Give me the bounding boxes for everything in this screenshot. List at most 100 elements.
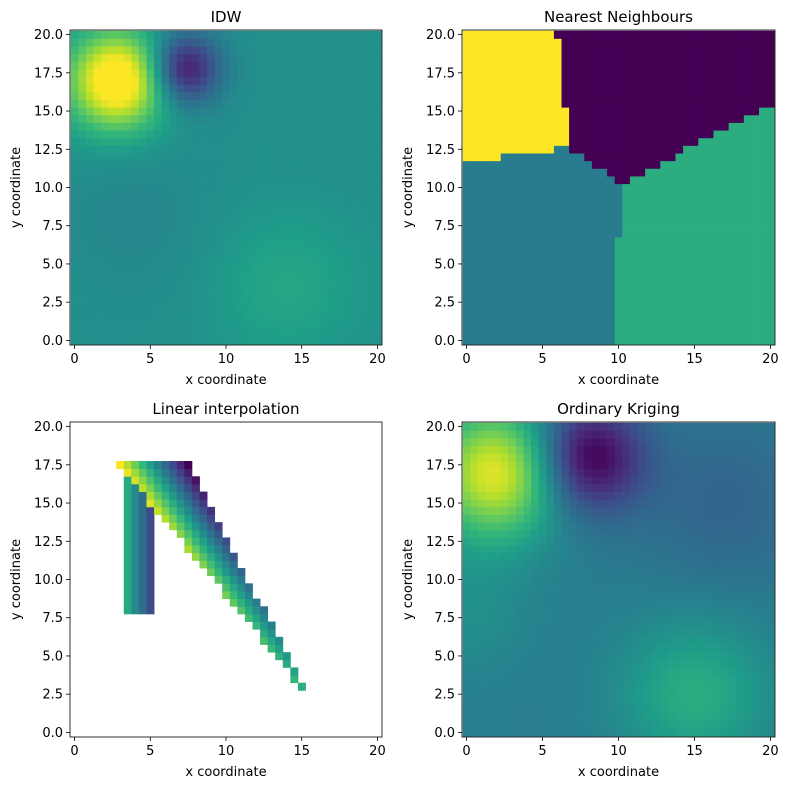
heatmap-cell (743, 46, 752, 55)
heatmap-cell (214, 313, 223, 322)
heatmap-cell (759, 260, 768, 269)
heatmap-cell (553, 191, 562, 200)
heatmap-cell (629, 606, 638, 615)
heatmap-cell (667, 705, 676, 714)
heatmap-cell (123, 107, 132, 116)
heatmap-cell (660, 568, 669, 577)
heatmap-cell (637, 598, 646, 607)
heatmap-cell (131, 145, 140, 154)
heatmap-cell (462, 644, 471, 653)
heatmap-cell (553, 468, 562, 477)
heatmap-cell (698, 682, 707, 691)
heatmap-cell (199, 191, 208, 200)
heatmap-cell (222, 221, 231, 230)
heatmap-cell (207, 252, 216, 261)
heatmap-cell (146, 206, 155, 215)
heatmap-cell (515, 99, 524, 108)
heatmap-cell (252, 30, 261, 39)
heatmap-cell (477, 145, 486, 154)
heatmap-cell (690, 84, 699, 93)
heatmap-cell (629, 560, 638, 569)
heatmap-cell (260, 176, 269, 185)
y-tick-label: 7.5 (42, 219, 63, 234)
heatmap-cell (191, 46, 200, 55)
heatmap-cell (184, 321, 193, 330)
heatmap-cell (260, 191, 269, 200)
heatmap-cell (652, 713, 661, 722)
heatmap-cell (108, 176, 117, 185)
heatmap-cell (477, 705, 486, 714)
heatmap-cell (622, 84, 631, 93)
heatmap-cell (229, 321, 238, 330)
heatmap-cell (660, 652, 669, 661)
heatmap-cell (576, 583, 585, 592)
heatmap-cell (214, 84, 223, 93)
heatmap-cell (176, 298, 185, 307)
heatmap-cell (93, 68, 102, 78)
heatmap-cell (523, 606, 532, 615)
heatmap-cell (214, 38, 223, 47)
heatmap-cell (297, 99, 306, 108)
heatmap-cell (237, 214, 246, 223)
heatmap-cell (698, 438, 707, 447)
heatmap-cell (85, 107, 94, 116)
heatmap-cell (728, 114, 737, 123)
heatmap-cell (622, 290, 631, 299)
heatmap-cell (244, 99, 253, 108)
heatmap-cell (736, 306, 745, 315)
heatmap-cell (297, 267, 306, 276)
heatmap-cell (335, 153, 344, 162)
heatmap-cell (660, 545, 669, 554)
heatmap-cell (576, 46, 585, 55)
heatmap-cell (485, 438, 494, 447)
heatmap-cell (252, 221, 261, 230)
heatmap-cell (222, 68, 231, 78)
heatmap-cell (131, 328, 140, 337)
heatmap-cell (645, 629, 654, 638)
heatmap-cell (599, 690, 608, 699)
heatmap-cell (176, 267, 185, 276)
heatmap-cell (176, 221, 185, 230)
heatmap-cell (101, 328, 110, 337)
heatmap-cell (515, 613, 524, 622)
heatmap-cell (584, 122, 593, 131)
heatmap-cell (470, 552, 479, 561)
heatmap-cell (660, 682, 669, 691)
heatmap-cell (500, 529, 509, 538)
heatmap-cell (252, 621, 261, 630)
heatmap-cell (660, 422, 669, 431)
heatmap-cell (123, 283, 132, 292)
heatmap-cell (275, 644, 284, 653)
heatmap-cell (462, 298, 471, 307)
heatmap-cell (515, 491, 524, 500)
heatmap-cell (161, 468, 170, 477)
heatmap-cell (108, 114, 117, 123)
heatmap-cell (561, 99, 570, 108)
heatmap-cell (305, 214, 314, 223)
heatmap-cell (622, 68, 631, 78)
heatmap-cell (313, 206, 322, 215)
heatmap-cell (561, 137, 570, 146)
heatmap-cell (553, 522, 562, 531)
heatmap-cell (462, 514, 471, 523)
heatmap-cell (116, 214, 125, 223)
heatmap-cell (508, 99, 517, 108)
heatmap-cell (683, 675, 692, 684)
heatmap-cell (373, 122, 382, 131)
heatmap-cell (698, 636, 707, 645)
heatmap-cell (736, 107, 745, 116)
heatmap-cell (93, 290, 102, 299)
heatmap-cell (169, 206, 178, 215)
heatmap-cell (138, 298, 147, 307)
heatmap-cell (561, 438, 570, 447)
heatmap-cell (629, 568, 638, 577)
heatmap-cell (523, 176, 532, 185)
heatmap-cell (462, 613, 471, 622)
heatmap-cell (184, 252, 193, 261)
heatmap-cell (523, 720, 532, 729)
heatmap-cell (493, 506, 502, 515)
heatmap-cell (629, 237, 638, 246)
heatmap-cell (508, 306, 517, 315)
heatmap-cell (462, 606, 471, 615)
heatmap-cell (313, 91, 322, 100)
